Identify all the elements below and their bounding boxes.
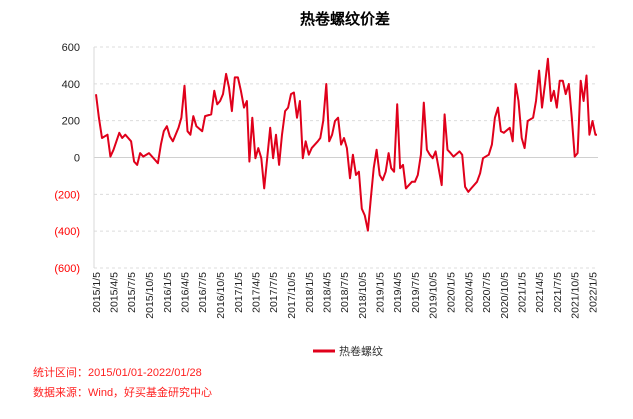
x-tick-label: 2019/10/5 — [428, 272, 440, 319]
x-tick-label: 2015/4/5 — [108, 272, 120, 313]
source-note: 数据来源：Wind，好买基金研究中心 — [33, 387, 213, 399]
x-tick-label: 2019/1/5 — [375, 272, 387, 313]
x-tick-label: 2022/1/5 — [588, 272, 600, 313]
x-tick-label: 2016/4/5 — [180, 272, 192, 313]
x-tick-label: 2020/1/5 — [446, 272, 458, 313]
y-tick-label: 400 — [62, 79, 80, 91]
x-tick-label: 2021/1/5 — [517, 272, 529, 313]
x-tick-label: 2018/7/5 — [339, 272, 351, 313]
x-tick-label: 2016/1/5 — [162, 272, 174, 313]
x-tick-label: 2021/10/5 — [570, 272, 582, 319]
y-tick-label: 600 — [62, 42, 80, 54]
y-tick-label: (200) — [54, 189, 80, 201]
legend-label: 热卷螺纹 — [339, 344, 383, 358]
x-tick-label: 2017/4/5 — [250, 272, 262, 313]
y-tick-label: 0 — [74, 153, 80, 165]
chart-title: 热卷螺纹价差 — [300, 10, 390, 28]
x-tick-label: 2020/7/5 — [481, 272, 493, 313]
x-tick-label: 2018/10/5 — [357, 272, 369, 319]
series-lines — [95, 57, 597, 232]
x-tick-label: 2019/7/5 — [410, 272, 422, 313]
x-tick-label: 2015/10/5 — [144, 272, 156, 319]
x-tick-label: 2020/10/5 — [499, 272, 511, 319]
x-tick-label: 2015/7/5 — [126, 272, 138, 313]
x-tick-label: 2016/10/5 — [215, 272, 227, 319]
x-tick-label: 2019/4/5 — [392, 272, 404, 313]
legend: 热卷螺纹 — [313, 344, 383, 358]
x-tick-label: 2016/7/5 — [197, 272, 209, 313]
grid — [94, 46, 598, 269]
y-tick-label: (600) — [54, 263, 80, 275]
y-axis: 600 400 200 0 (200) (400) (600) — [54, 42, 95, 275]
y-tick-label: (400) — [54, 226, 80, 238]
x-axis: 2015/1/5 2015/4/5 2015/7/5 2015/10/5 2016/1/… — [91, 272, 600, 319]
period-note: 统计区间：2015/01/01-2022/01/28 — [33, 367, 202, 379]
x-tick-label: 2017/7/5 — [268, 272, 280, 313]
x-tick-label: 2015/1/5 — [91, 272, 103, 313]
x-tick-label: 2017/1/5 — [233, 272, 245, 313]
x-tick-label: 2018/1/5 — [304, 272, 316, 313]
y-tick-label: 200 — [62, 116, 80, 128]
x-tick-label: 2020/4/5 — [463, 272, 475, 313]
x-tick-label: 2017/10/5 — [286, 272, 298, 319]
x-tick-label: 2021/7/5 — [552, 272, 564, 313]
series-line — [95, 57, 597, 232]
x-tick-label: 2021/4/5 — [534, 272, 546, 313]
x-tick-label: 2018/4/5 — [321, 272, 333, 313]
